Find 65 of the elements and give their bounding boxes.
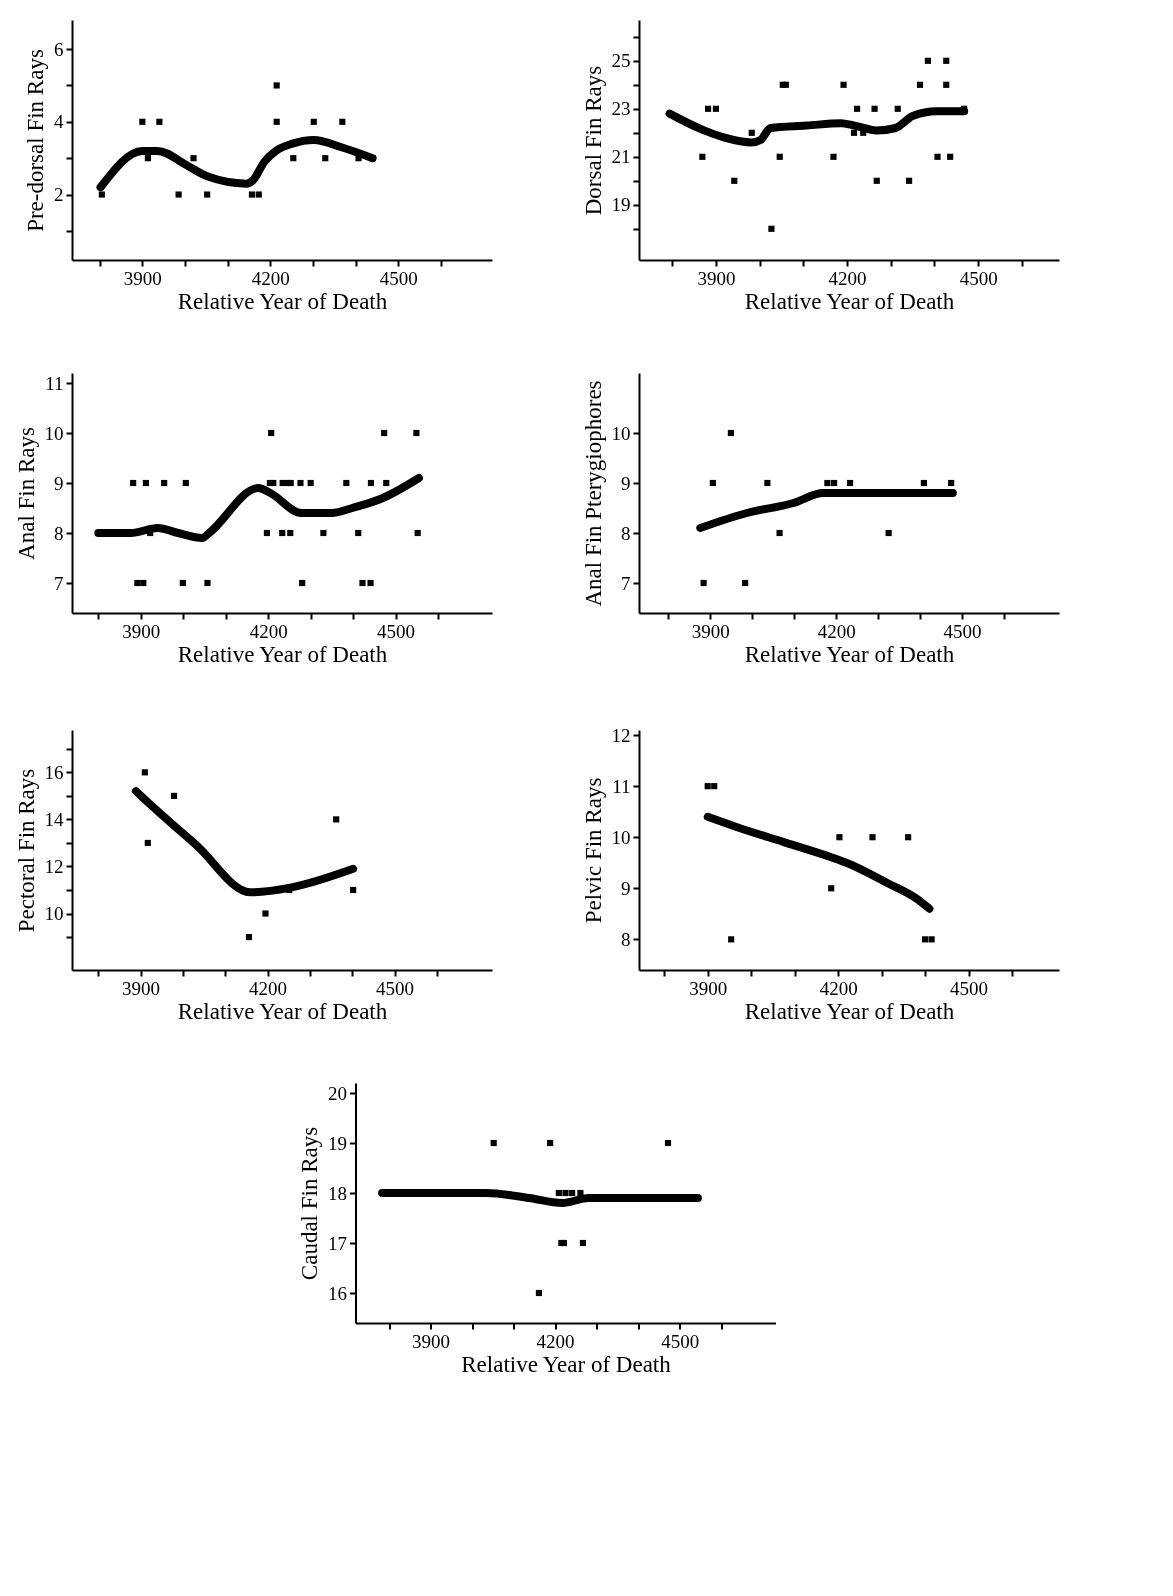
y-axis-title: Anal Fin Pterygiophores (580, 380, 606, 607)
x-tick-label: 4500 (959, 267, 998, 289)
x-tick-label: 4500 (943, 620, 982, 642)
y-tick-label: 11 (45, 372, 64, 394)
y-axis-title: Pre-dorsal Fin Rays (23, 49, 48, 232)
x-axis-title: Relative Year of Death (177, 641, 388, 667)
y-tick-label: 8 (621, 522, 631, 544)
y-tick-label: 10 (44, 422, 64, 444)
y-tick-label: 20 (328, 1082, 347, 1104)
x-axis-title: Relative Year of Death (461, 1351, 672, 1377)
y-tick-label: 6 (54, 38, 64, 60)
y-tick-label: 10 (611, 826, 631, 848)
y-axis-title: Dorsal Fin Rays (580, 65, 606, 216)
x-axis-title: Relative Year of Death (177, 288, 388, 314)
y-tick-label: 7 (54, 572, 64, 594)
y-tick-label: 21 (611, 146, 631, 168)
x-tick-label: 4500 (379, 267, 418, 289)
y-tick-label: 25 (611, 50, 631, 72)
y-tick-label: 12 (611, 724, 631, 746)
y-tick-label: 11 (612, 775, 631, 797)
x-tick-label: 4500 (661, 1330, 700, 1352)
x-tick-label: 3900 (691, 620, 730, 642)
y-axis-title: Pelvic Fin Rays (580, 777, 606, 924)
y-tick-label: 18 (328, 1182, 347, 1204)
x-tick-label: 4200 (819, 977, 858, 999)
y-axis-title: Caudal Fin Rays (297, 1126, 322, 1281)
y-tick-label: 10 (611, 422, 631, 444)
y-tick-label: 12 (44, 855, 64, 877)
x-tick-label: 4200 (249, 620, 288, 642)
y-tick-label: 10 (44, 903, 64, 925)
y-tick-label: 19 (611, 194, 631, 216)
x-tick-label: 4500 (950, 977, 989, 999)
x-axis-title: Relative Year of Death (744, 641, 955, 667)
y-tick-label: 8 (621, 928, 631, 950)
x-axis-title: Relative Year of Death (744, 998, 955, 1024)
x-tick-label: 3900 (123, 267, 162, 289)
y-tick-label: 16 (328, 1282, 347, 1304)
y-tick-label: 23 (611, 98, 631, 120)
x-tick-label: 4500 (377, 620, 416, 642)
x-tick-label: 3900 (122, 977, 161, 999)
y-tick-label: 17 (328, 1232, 347, 1254)
y-tick-label: 7 (621, 572, 631, 594)
x-tick-label: 3900 (689, 977, 728, 999)
x-tick-label: 3900 (122, 620, 161, 642)
x-tick-label: 4200 (817, 620, 856, 642)
y-tick-label: 19 (328, 1132, 347, 1154)
x-tick-label: 4200 (828, 267, 867, 289)
y-tick-label: 9 (621, 877, 631, 899)
x-tick-label: 3900 (697, 267, 736, 289)
y-tick-label: 14 (44, 808, 64, 830)
y-axis-title: Anal Fin Rays (13, 427, 39, 560)
x-tick-label: 4500 (376, 977, 415, 999)
y-tick-label: 8 (54, 522, 64, 544)
x-tick-label: 3900 (412, 1330, 451, 1352)
x-axis-title: Relative Year of Death (177, 998, 388, 1024)
y-tick-label: 9 (54, 472, 64, 494)
x-tick-label: 4200 (249, 977, 288, 999)
x-tick-label: 4200 (536, 1330, 575, 1352)
x-axis-title: Relative Year of Death (744, 288, 955, 314)
y-tick-label: 4 (54, 111, 64, 133)
y-tick-label: 16 (44, 761, 64, 783)
x-tick-label: 4200 (251, 267, 290, 289)
y-axis-title: Pectoral Fin Rays (13, 768, 39, 933)
y-tick-label: 2 (54, 184, 64, 206)
y-tick-label: 9 (621, 472, 631, 494)
